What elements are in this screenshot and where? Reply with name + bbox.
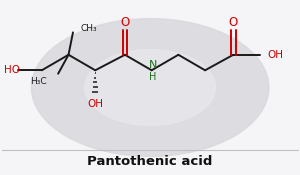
Text: OH: OH (267, 50, 284, 60)
Text: O: O (120, 16, 130, 29)
Text: H: H (149, 72, 157, 82)
Text: Pantothenic acid: Pantothenic acid (88, 155, 213, 168)
Text: OH: OH (88, 99, 104, 109)
Text: CH₃: CH₃ (80, 24, 97, 33)
Circle shape (85, 50, 215, 125)
Circle shape (32, 19, 269, 156)
Text: N: N (149, 60, 157, 70)
Text: HO: HO (4, 65, 20, 75)
Text: O: O (229, 16, 238, 29)
Text: H₃C: H₃C (30, 77, 47, 86)
